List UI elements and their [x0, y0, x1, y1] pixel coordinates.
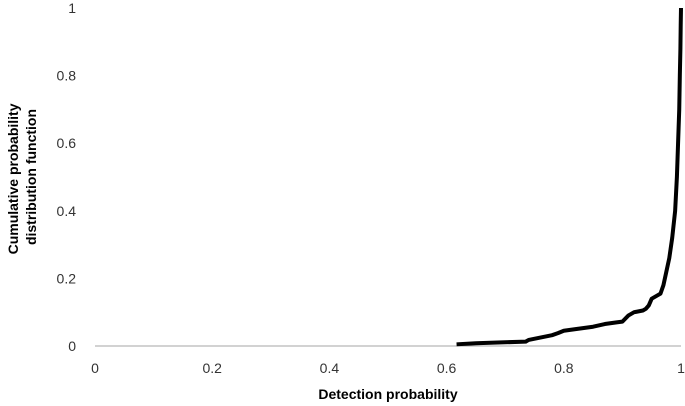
y-tick-label: 0 [68, 338, 76, 354]
x-tick-label: 0.4 [320, 360, 340, 376]
y-axis-title-line-1: Cumulative probability [5, 103, 21, 254]
y-tick-label: 0.4 [57, 203, 77, 219]
x-tick-label: 0.8 [554, 360, 574, 376]
x-tick-labels: 0 0.2 0.4 0.6 0.8 1 [91, 360, 685, 376]
x-tick-label: 0.2 [202, 360, 222, 376]
y-tick-label: 0.6 [57, 135, 77, 151]
series-line [456, 7, 683, 347]
y-tick-label: 0.8 [57, 68, 77, 84]
y-axis-title: Cumulative probability distribution func… [5, 100, 39, 255]
y-tick-label: 0.2 [57, 270, 77, 286]
y-tick-label: 1 [68, 0, 76, 16]
x-axis-title: Detection probability [318, 386, 457, 402]
y-axis-title-line-2: distribution function [23, 109, 39, 245]
x-tick-label: 0.6 [437, 360, 457, 376]
series-layer [456, 7, 683, 347]
y-tick-labels: 0 0.2 0.4 0.6 0.8 1 [57, 0, 77, 354]
x-tick-label: 1 [677, 360, 685, 376]
x-tick-label: 0 [91, 360, 99, 376]
